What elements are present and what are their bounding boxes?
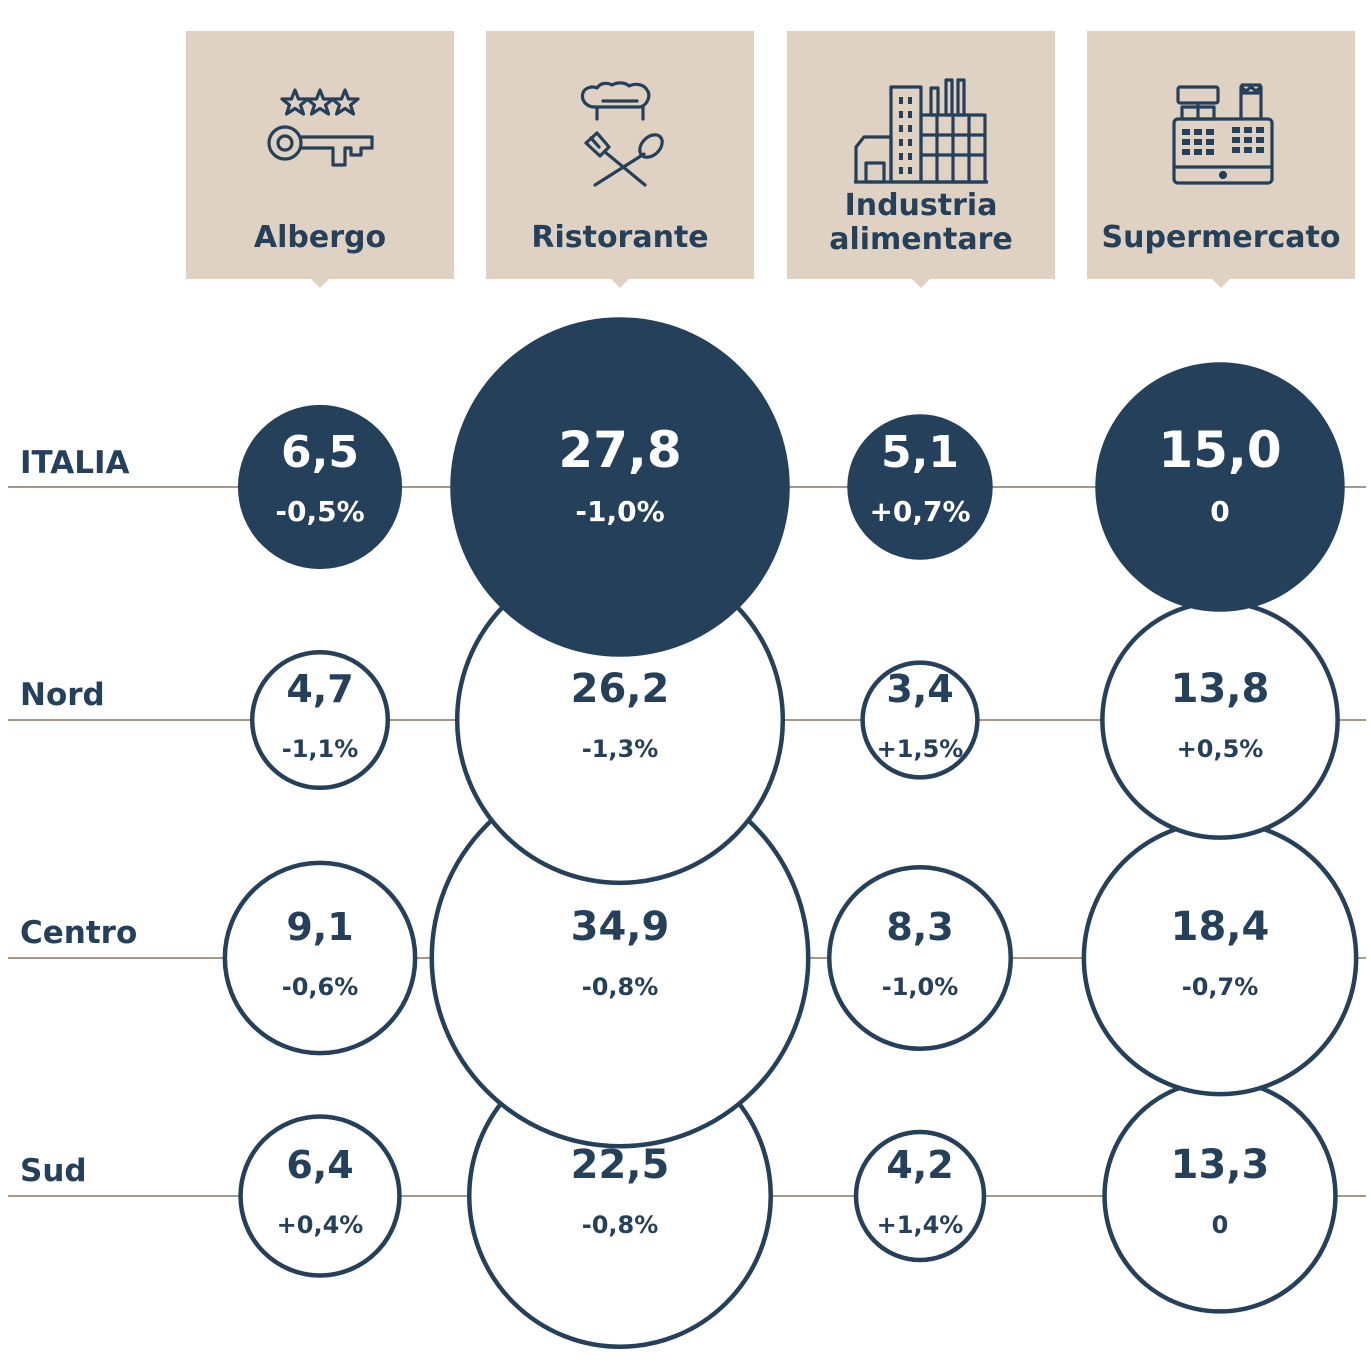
bubble-circle <box>826 864 1014 1052</box>
bubble-circle <box>860 660 980 780</box>
bubble-change-label: 0 <box>1212 1211 1229 1239</box>
bubble-circle <box>1081 819 1359 1097</box>
row-label-centro: Centro <box>20 915 137 951</box>
row-label-sud: Sud <box>20 1153 87 1189</box>
bubble-value-label: 13,8 <box>1171 666 1270 712</box>
column-label-albergo: Albergo <box>253 220 387 255</box>
bubble-nord-industria-alimentare: 3,4 +1,5% <box>860 660 980 780</box>
bubble-value-label: 3,4 <box>886 667 953 711</box>
bubble-change-label: -0,6% <box>282 973 359 1001</box>
bubble-sud-industria-alimentare: 4,2 +1,4% <box>853 1129 987 1263</box>
bubble-circle <box>238 1114 402 1278</box>
card-pointer <box>1212 279 1230 288</box>
card-pointer <box>611 279 629 288</box>
column-header-industria: Industria alimentare <box>787 31 1055 288</box>
bubble-change-label: -1,1% <box>282 735 359 763</box>
bubble-change-label: -1,0% <box>882 973 959 1001</box>
column-label-industria-line2: alimentare <box>829 222 1013 257</box>
bubble-nord-supermercato: 13,8 +0,5% <box>1100 600 1340 840</box>
column-header-albergo: Albergo <box>186 31 454 288</box>
bubble-change-label: -0,5% <box>275 495 364 528</box>
bubble-circle <box>450 317 790 657</box>
bubble-value-label: 4,7 <box>286 667 353 711</box>
bubble-value-label: 26,2 <box>571 666 670 712</box>
bubble-change-label: -0,7% <box>1182 973 1259 1001</box>
row-label-italia: ITALIA <box>20 445 130 481</box>
bubble-change-label: +1,5% <box>877 735 964 763</box>
bubble-sud-supermercato: 13,30 <box>1102 1078 1338 1314</box>
chef-hat-utensils-icon <box>580 81 664 187</box>
bubble-change-label: +0,5% <box>1177 735 1264 763</box>
bubble-change-label: 0 <box>1210 495 1229 528</box>
bubble-circle <box>1102 1078 1338 1314</box>
card-pointer <box>912 279 930 288</box>
factory-icon <box>854 78 988 184</box>
row-label-nord: Nord <box>20 677 105 713</box>
bubble-italia-supermercato: 15,00 <box>1095 362 1345 612</box>
hotel-key-icon <box>267 88 374 167</box>
bubble-value-label: 4,2 <box>886 1143 953 1187</box>
bubble-nord-albergo: 4,7 -1,1% <box>249 649 391 791</box>
bubble-value-label: 6,4 <box>286 1143 353 1187</box>
bubble-centro-industria-alimentare: 8,3 -1,0% <box>826 864 1014 1052</box>
bubble-value-label: 34,9 <box>571 904 670 950</box>
column-label-industria-line1: Industria <box>844 188 998 223</box>
bubble-value-label: 13,3 <box>1171 1142 1270 1188</box>
bubble-change-label: -0,8% <box>582 1211 659 1239</box>
bubble-value-label: 18,4 <box>1171 904 1270 950</box>
bubble-value-label: 22,5 <box>571 1142 670 1188</box>
bubble-value-label: 27,8 <box>558 421 681 479</box>
bubble-change-label: +0,4% <box>277 1211 364 1239</box>
bubble-centro-supermercato: 18,4 -0,7% <box>1081 819 1359 1097</box>
bubble-change-label: -0,8% <box>582 973 659 1001</box>
bubble-value-label: 5,1 <box>881 427 959 478</box>
card-pointer <box>311 279 329 288</box>
bubble-circle <box>1095 362 1345 612</box>
bubble-value-label: 15,0 <box>1158 421 1281 479</box>
bubble-change-label: +1,4% <box>877 1211 964 1239</box>
bubble-change-label: -1,3% <box>582 735 659 763</box>
bubble-change-label: +0,7% <box>869 495 970 528</box>
bubble-sud-albergo: 6,4 +0,4% <box>238 1114 402 1278</box>
bubble-centro-albergo: 9,1 -0,6% <box>222 860 418 1056</box>
bubble-value-label: 8,3 <box>886 905 953 949</box>
bubble-circle <box>1100 600 1340 840</box>
bubble-italia-albergo: 6,5 -0,5% <box>237 404 403 570</box>
cash-register-icon <box>1172 83 1274 185</box>
bubble-italia-ristorante: 27,8 -1,0% <box>450 317 790 657</box>
column-label-supermercato: Supermercato <box>1101 220 1341 255</box>
bubble-value-label: 6,5 <box>281 427 359 478</box>
bubble-circle <box>222 860 418 1056</box>
bubble-circle <box>853 1129 987 1263</box>
bubble-change-label: -1,0% <box>575 495 664 528</box>
bubble-value-label: 9,1 <box>286 905 353 949</box>
column-label-ristorante: Ristorante <box>531 220 709 255</box>
bubble-italia-industria-alimentare: 5,1 +0,7% <box>847 414 993 560</box>
bubble-nord-ristorante: 26,2 -1,3% <box>454 554 786 886</box>
column-header-ristorante: Ristorante <box>486 31 754 288</box>
column-header-supermercato: Supermercato <box>1087 31 1355 288</box>
bubble-circle <box>847 414 993 560</box>
bubble-circle <box>249 649 391 791</box>
bubble-circle <box>237 404 403 570</box>
